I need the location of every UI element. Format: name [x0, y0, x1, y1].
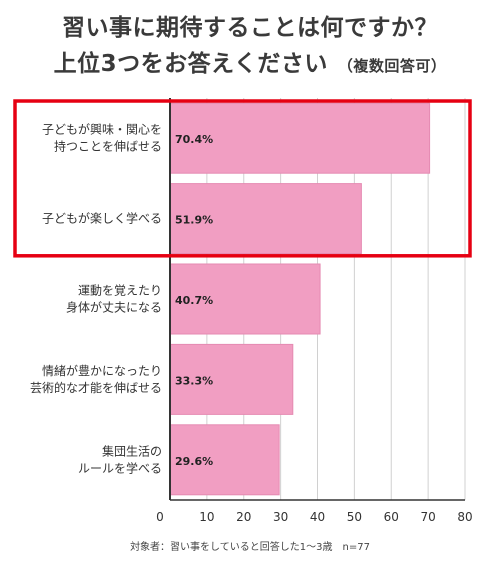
- x-tick-label: 30: [273, 510, 288, 524]
- footnote: 対象者：習い事をしていると回答した1〜3歳 n=77: [130, 542, 370, 553]
- labels: 0 10 20 30 40 50 60 70 80 70.4% 子どもが興味・関心を持つことを伸ばせ…: [30, 122, 473, 524]
- bar-value-label: 70.4%: [175, 133, 213, 146]
- category-label: 集団生活の: [102, 443, 162, 458]
- bars: [169, 102, 431, 496]
- bar: [169, 183, 362, 255]
- category-label: 子どもが楽しく学べる: [42, 211, 162, 226]
- x-tick-label: 40: [310, 510, 325, 524]
- chart-title-line1: 習い事に期待することは何ですか？: [62, 15, 438, 41]
- bar: [169, 263, 321, 335]
- x-tick-label: 0: [156, 510, 164, 524]
- category-label: 情緒が豊かになったり: [42, 363, 162, 378]
- category-label: 身体が丈夫になる: [66, 300, 162, 315]
- category-label: 芸術的な才能を伸ばせる: [30, 380, 162, 395]
- x-tick-label: 50: [347, 510, 362, 524]
- category-label: 運動を覚えたり: [78, 284, 162, 298]
- highlight-frame: [13, 99, 472, 258]
- x-tick-label: 20: [236, 510, 251, 524]
- bar-value-label: 51.9%: [175, 214, 213, 227]
- axes: [169, 98, 465, 501]
- x-tick-label: 70: [420, 510, 435, 524]
- x-tick-label: 80: [457, 510, 472, 524]
- bar: [169, 343, 294, 415]
- category-label: 子どもが興味・関心を: [42, 122, 162, 137]
- chart-title-main: 上位3つをお答えください: [53, 51, 328, 77]
- bar-value-label: 40.7%: [175, 294, 213, 307]
- bar: [169, 102, 431, 174]
- bar-value-label: 29.6%: [175, 455, 213, 468]
- chart-title-line2: 上位3つをお答えください （複数回答可）: [0, 44, 500, 78]
- category-label: ルールを学べる: [78, 460, 162, 475]
- chart-title-note: （複数回答可）: [337, 57, 447, 75]
- category-label: 持つことを伸ばせる: [54, 139, 162, 154]
- x-tick-label: 10: [199, 510, 214, 524]
- bar-value-label: 33.3%: [175, 374, 213, 387]
- x-tick-label: 60: [384, 510, 399, 524]
- bar: [169, 424, 280, 496]
- highlight-box: [13, 99, 472, 258]
